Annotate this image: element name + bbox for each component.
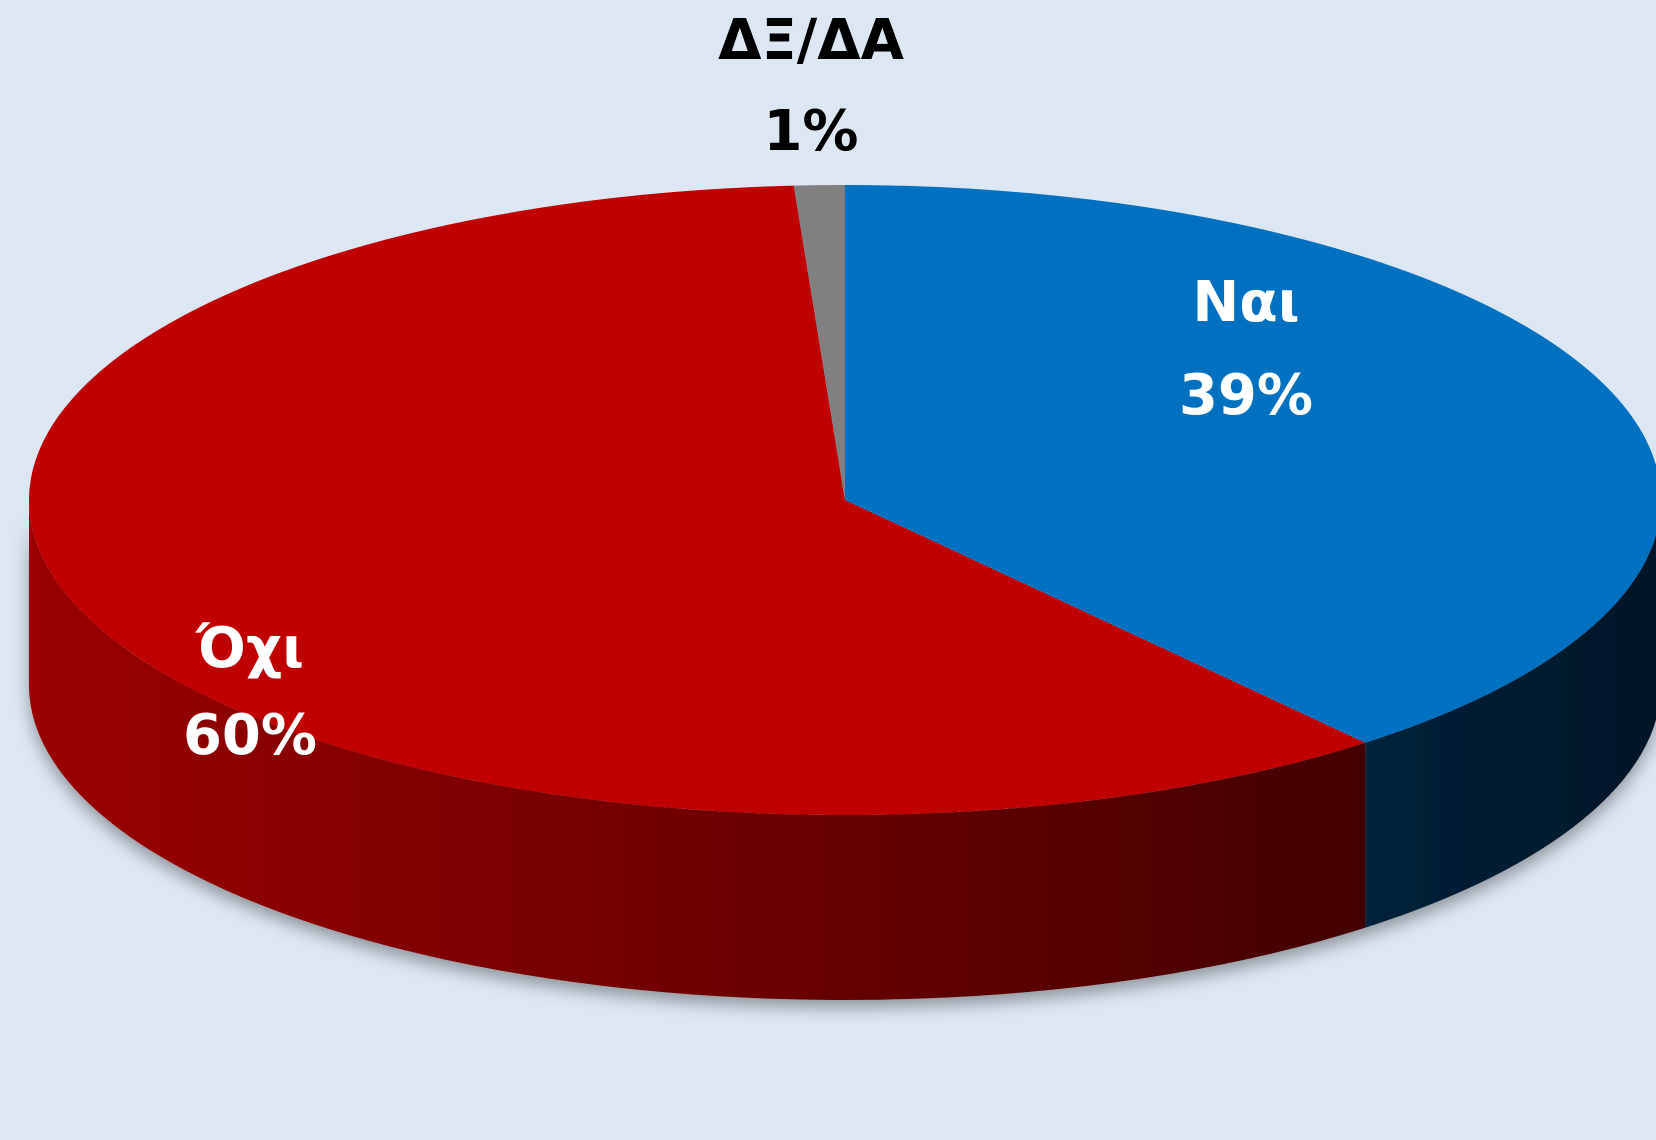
slice (845, 185, 1656, 743)
pie-tops (28, 185, 1656, 815)
slice (793, 185, 845, 500)
slice-side (1365, 534, 1656, 928)
labels: Ναι 39% Όχι 60% ΔΞ/ΔΑ 1% (183, 8, 1313, 768)
value-label: 60% (183, 703, 317, 768)
slice (28, 185, 1366, 815)
slice-label: ΔΞ/ΔΑ (718, 8, 905, 73)
slice-label: Όχι (194, 616, 304, 681)
value-label: 39% (1179, 363, 1313, 428)
pie-sides (29, 500, 1656, 1000)
value-label: 1% (763, 99, 858, 164)
slice-label: Ναι (1192, 270, 1299, 335)
slice-side (29, 500, 1366, 1000)
